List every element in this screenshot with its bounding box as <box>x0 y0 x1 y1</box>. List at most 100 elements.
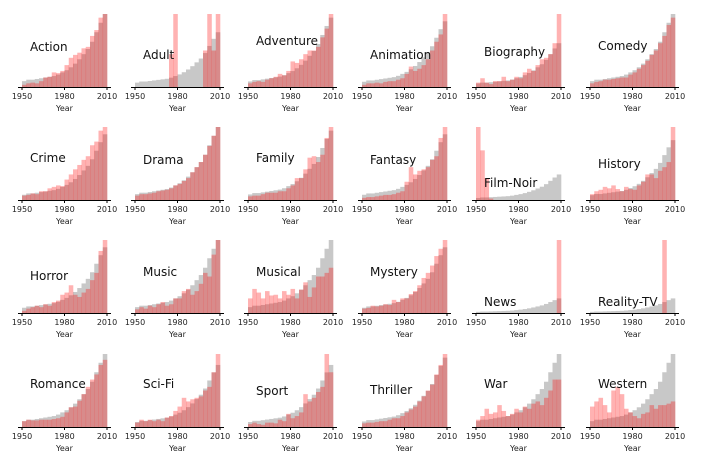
x-tick-label: 1950 <box>466 318 486 327</box>
bar-all-movies <box>43 417 48 427</box>
bar-genre <box>611 185 616 200</box>
bar-all-movies <box>181 410 187 427</box>
bar-all-movies <box>493 196 498 200</box>
bar-genre <box>203 154 208 200</box>
x-tick-label: 1950 <box>352 92 372 101</box>
bar-genre <box>404 181 410 200</box>
x-tick-label: 1980 <box>167 205 187 214</box>
bar-genre <box>320 276 325 313</box>
panel-title: Adventure <box>256 34 318 48</box>
bar-genre <box>658 405 663 427</box>
bar-all-movies <box>366 193 371 200</box>
bar-genre <box>379 305 384 313</box>
x-tick-label: 1980 <box>280 92 300 101</box>
bar-all-movies <box>607 78 612 87</box>
panel-title: News <box>484 295 516 309</box>
bar-all-movies <box>641 403 646 427</box>
panel-fantasy: 1950 1980 2010 Year Fantasy <box>352 127 457 226</box>
x-tick-label: 2010 <box>551 92 571 101</box>
bar-genre <box>387 419 393 427</box>
x-axis-label: Year <box>623 444 642 453</box>
bar-all-movies <box>602 311 608 313</box>
bar-genre <box>396 192 401 200</box>
bar-genre <box>387 304 393 313</box>
bar-genre <box>404 298 410 313</box>
bar-genre <box>442 14 448 87</box>
bar-genre <box>94 141 99 200</box>
bar-genre <box>370 305 376 313</box>
bar-genre <box>39 419 44 427</box>
bar-all-movies <box>22 194 27 200</box>
bar-all-movies <box>328 17 334 87</box>
x-tick-label: 1950 <box>125 432 145 441</box>
bar-all-movies <box>590 195 595 200</box>
bar-all-movies <box>328 130 334 200</box>
bar-all-movies <box>624 310 629 313</box>
bar-all-movies <box>273 302 279 313</box>
bar-genre <box>400 191 405 200</box>
bar-genre <box>662 240 667 313</box>
bar-all-movies <box>211 135 217 200</box>
x-tick-label: 2010 <box>437 318 457 327</box>
bar-all-movies <box>391 416 397 427</box>
bar-genre <box>60 416 65 427</box>
bar-all-movies <box>430 272 435 313</box>
bar-all-movies <box>277 417 283 427</box>
bar-all-movies <box>252 420 257 427</box>
bar-all-movies <box>269 190 274 200</box>
bar-genre <box>666 24 672 87</box>
bar-all-movies <box>421 170 427 200</box>
bar-all-movies <box>198 162 204 200</box>
bar-all-movies <box>186 69 191 87</box>
x-tick-label: 1980 <box>280 318 300 327</box>
x-tick-label: 1980 <box>394 432 414 441</box>
bar-genre <box>94 30 99 88</box>
panel-action: 1950 1980 2010 Year Action <box>12 14 117 113</box>
bar-all-movies <box>488 82 494 87</box>
bar-all-movies <box>484 419 490 427</box>
bar-genre <box>60 70 65 87</box>
bar-all-movies <box>51 190 57 200</box>
bar-genre <box>252 81 257 87</box>
bar-genre <box>282 291 287 313</box>
bar-genre <box>320 37 325 87</box>
bar-genre <box>98 130 104 200</box>
bar-all-movies <box>256 420 262 427</box>
bar-genre <box>102 359 108 427</box>
bar-all-movies <box>408 69 414 87</box>
bar-genre <box>374 421 380 427</box>
panel-title: Comedy <box>598 39 648 53</box>
bar-genre <box>476 419 481 427</box>
bar-all-movies <box>94 372 99 427</box>
bar-genre <box>277 73 283 87</box>
panel-western: 1950 1980 2010 Year Western <box>580 354 685 453</box>
bar-genre <box>273 192 279 200</box>
bar-genre <box>282 75 287 87</box>
bar-all-movies <box>430 159 435 200</box>
bar-all-movies <box>615 416 621 427</box>
bar-genre <box>548 54 553 87</box>
bar-genre <box>30 307 36 313</box>
bar-all-movies <box>535 188 541 200</box>
bar-genre <box>147 305 153 313</box>
bar-all-movies <box>102 247 108 313</box>
bar-genre <box>294 416 300 427</box>
bar-genre <box>607 188 612 200</box>
bar-all-movies <box>303 173 308 200</box>
bar-genre <box>408 294 414 313</box>
bar-all-movies <box>30 419 36 427</box>
bar-all-movies <box>602 78 608 87</box>
bar-all-movies <box>632 410 638 427</box>
bar-genre <box>43 419 48 427</box>
bar-all-movies <box>417 175 422 200</box>
bar-genre <box>556 379 562 427</box>
bar-genre <box>169 416 174 427</box>
bar-genre <box>438 34 444 87</box>
bar-genre <box>670 401 676 427</box>
bar-all-movies <box>320 380 325 427</box>
bar-genre <box>30 420 36 427</box>
bar-genre <box>362 84 367 87</box>
bar-genre <box>425 390 431 427</box>
bar-all-movies <box>438 255 444 313</box>
bar-genre <box>190 294 195 313</box>
